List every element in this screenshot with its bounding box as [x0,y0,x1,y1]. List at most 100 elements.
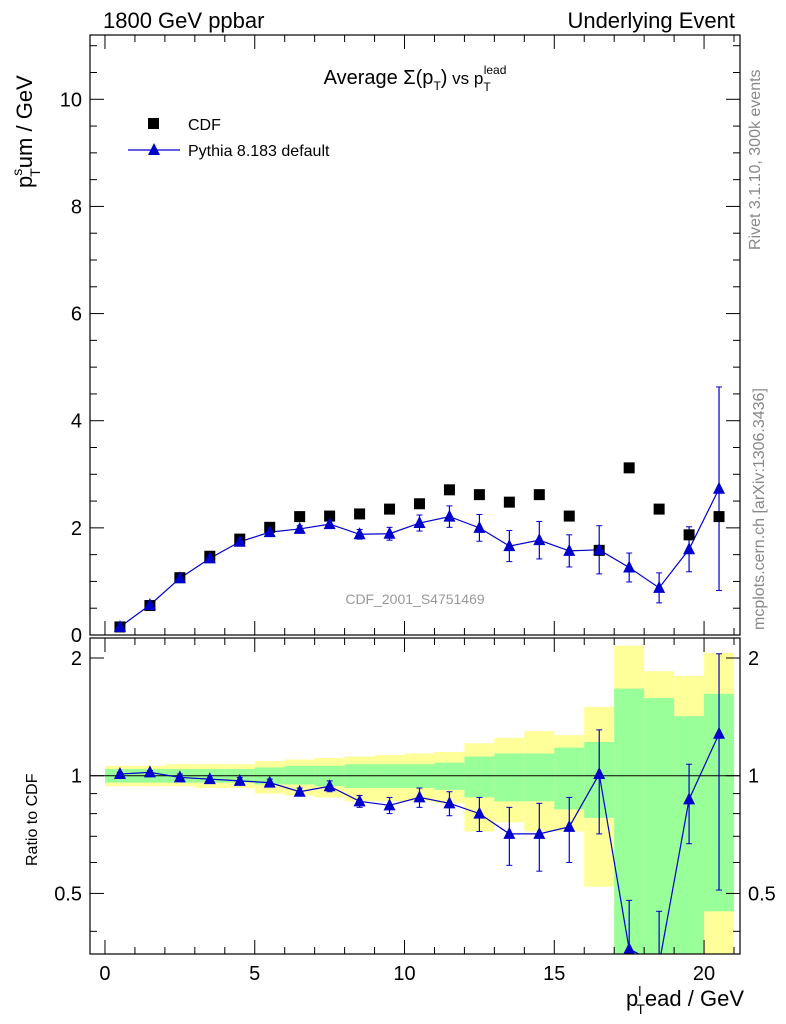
main-plot-marks [113,386,726,633]
stat-band [524,753,555,802]
cdf-point [413,498,425,510]
rivet-label: Rivet 3.1.10, 300k events [747,69,764,250]
pythia-point [593,542,606,555]
ratio-point [683,792,696,805]
legend-label-cdf: CDF [188,117,221,134]
ratio-point [713,726,726,739]
main-plot-frame [89,34,741,636]
stat-band [494,753,525,802]
ratio-point [623,942,636,954]
ratio-point [533,826,546,839]
pythia-point [413,516,426,529]
cdf-point [683,529,695,541]
pythia-point [233,534,246,547]
pythia-point [203,551,216,564]
pythia-point [533,533,546,546]
ratio-y-tick-label: 0.5 [54,883,82,905]
ratio-y-axis: 0.5 0.5 1 1 2 2 [54,648,776,932]
ratio-point [593,767,606,780]
ratio-point [173,770,186,783]
pythia-point [263,525,276,538]
pythia-point [143,598,156,610]
mcplots-label: mcplots.cern.ch [arXiv:1306.3436] [751,388,768,630]
cdf-point [473,489,485,501]
pythia-point [713,481,726,494]
pythia-point [293,521,306,534]
ratio-ylabel: Ratio to CDF [24,773,41,866]
main-plot-y-axis: 0 2 4 6 8 10 [60,45,740,647]
ratio-point [353,794,366,807]
pythia-point [173,571,186,584]
ratio-x-tick-label: 5 [249,963,260,985]
header-left: 1800 GeV ppbar [103,8,264,33]
ratio-x-tick-label: 20 [693,963,715,985]
ratio-point [113,767,126,780]
ratio-point [413,790,426,803]
stat-band [464,756,495,798]
header-right: Underlying Event [567,8,735,33]
main-plot-x-axis [104,35,735,635]
ratio-xlabel: pl Tead / GeV [626,983,744,1017]
ratio-point [203,772,216,785]
cdf-point [354,508,366,520]
ratio-point [473,806,486,819]
ratio-y-tick-label: 2 [71,648,82,670]
ratio-y-tick-label-right: 1 [748,766,759,788]
pythia-point [353,527,366,540]
legend: CDF Pythia 8.183 default [128,117,330,160]
ratio-y-tick-label-right: 2 [748,648,759,670]
pythia-point [323,517,336,530]
ratio-marks [113,653,726,954]
legend-marker-cdf [148,118,159,129]
y-tick-label: 8 [71,196,82,218]
stat-band [284,765,315,785]
ratio-point [293,784,306,797]
pythia-point [113,619,126,632]
y-tick-label: 4 [71,411,82,433]
cdf-point [503,496,515,508]
y-tick-label: 2 [71,518,82,540]
pythia-point [563,543,576,556]
main-plot: Average Σ(pT) vs pTlead ps Tum / GeV CDF_… [9,34,741,647]
ratio-x-axis: 0 5 10 15 20 [99,638,735,985]
ratio-point [323,779,336,792]
ratio-point [563,819,576,832]
legend-marker-pythia [148,143,160,155]
pythia-point [503,539,516,552]
y-tick-label: 0 [71,625,82,647]
pythia-point [683,542,696,555]
ratio-point [383,798,396,811]
cdf-point [443,484,455,496]
ratio-x-tick-label: 15 [543,963,565,985]
y-tick-label: 10 [60,89,82,111]
cdf-point [713,511,725,523]
pythia-point [473,520,486,533]
y-tick-label: 6 [71,304,82,326]
ratio-point [263,775,276,788]
ratio-x-tick-label: 0 [99,963,110,985]
ratio-point [503,826,516,839]
ratio-y-tick-label-right: 0.5 [748,883,776,905]
pythia-point [443,509,456,522]
watermark: CDF_2001_S4751469 [345,591,485,607]
ratio-y-tick-label: 1 [71,766,82,788]
main-plot-ylabel: ps Tum / GeV [9,75,43,188]
cdf-point [563,510,575,522]
main-plot-title: Average Σ(pT) vs pTlead [324,63,507,94]
ratio-plot-frame [89,637,741,955]
cdf-point [533,489,545,501]
cdf-point [294,511,306,523]
pythia-point [623,560,636,573]
cdf-point [623,462,635,474]
legend-label-pythia: Pythia 8.183 default [188,143,330,160]
ratio-point [443,796,456,809]
stat-band [434,762,465,790]
cdf-point [653,503,665,515]
ratio-point [233,773,246,786]
cdf-point [384,503,396,515]
ratio-plot: 0.5 0.5 1 1 2 2 0 5 10 15 20 Ratio to CDF pl Tead … [24,637,776,1017]
cdf-point [324,510,336,522]
pythia-point [383,526,396,539]
ratio-x-tick-label: 10 [393,963,415,985]
